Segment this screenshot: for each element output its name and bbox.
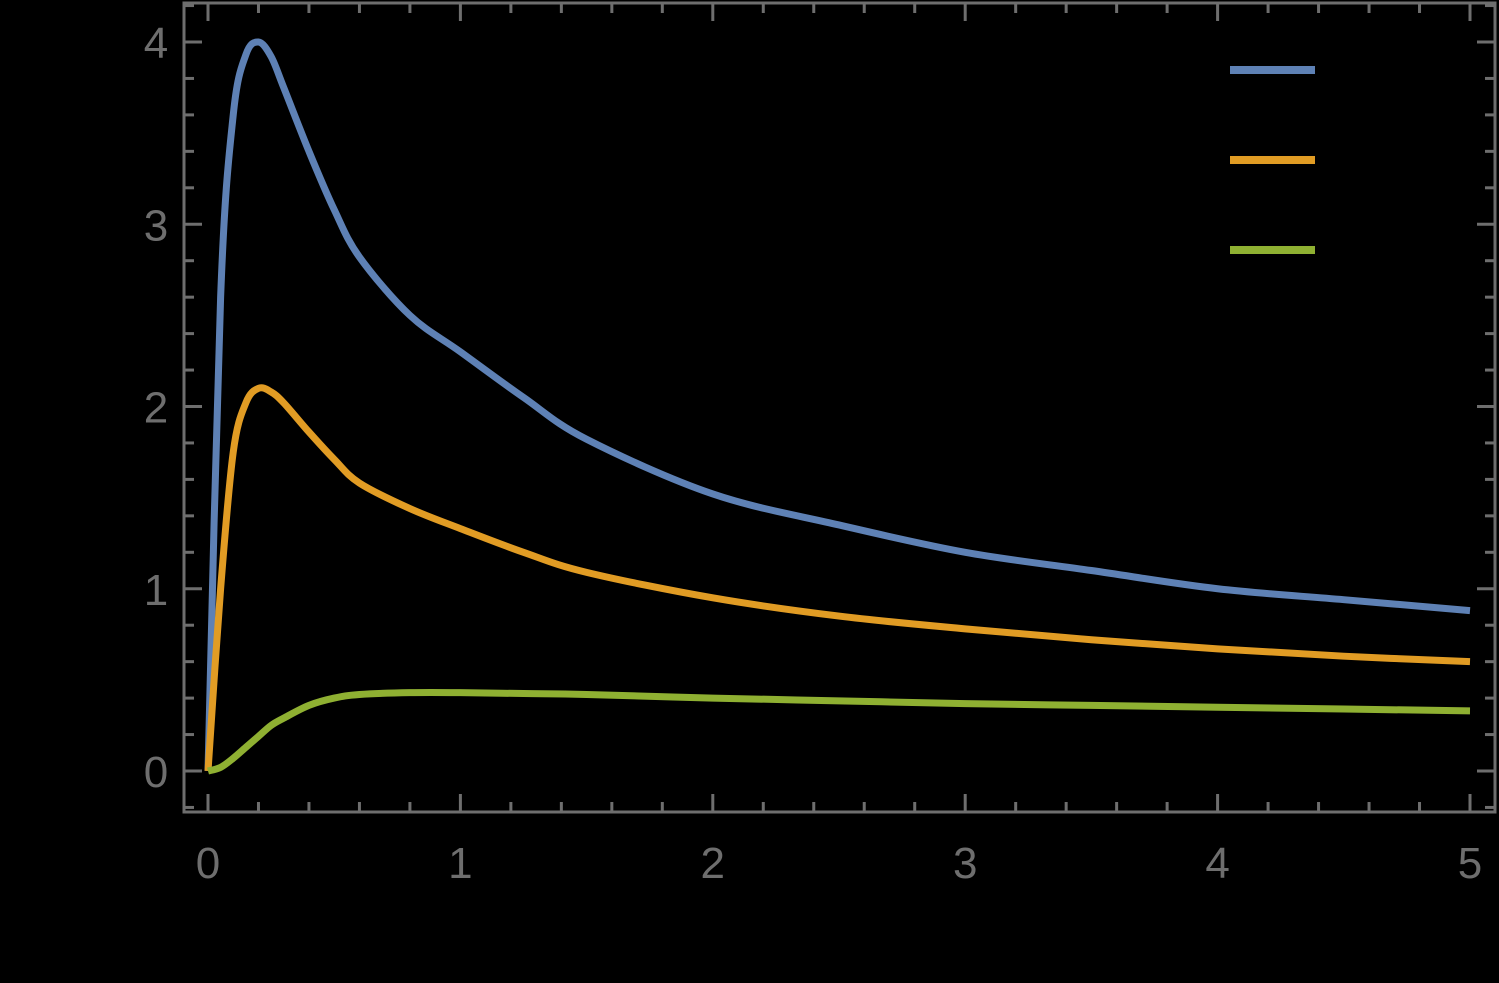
plot-series xyxy=(204,38,1471,775)
x-tick-label: 2 xyxy=(701,839,725,888)
y-tick-label: 4 xyxy=(144,19,168,68)
series-line-2 xyxy=(204,384,1471,772)
y-axis-tick-labels: 0 1 2 3 4 xyxy=(144,19,168,797)
y-tick-label: 1 xyxy=(144,566,168,615)
x-tick-label: 0 xyxy=(196,839,220,888)
x-tick-label: 3 xyxy=(953,839,977,888)
x-tick-label: 4 xyxy=(1205,839,1229,888)
axis-ticks xyxy=(184,3,1495,812)
x-axis-tick-labels: 0 1 2 3 4 5 xyxy=(196,839,1482,888)
y-tick-label: 2 xyxy=(144,384,168,433)
series-line-1 xyxy=(204,38,1471,772)
x-tick-label: 5 xyxy=(1458,839,1482,888)
y-tick-label: 3 xyxy=(144,201,168,250)
y-tick-label: 0 xyxy=(144,748,168,797)
x-tick-label: 1 xyxy=(448,839,472,888)
series-line-3 xyxy=(207,688,1471,775)
legend xyxy=(1230,66,1315,254)
